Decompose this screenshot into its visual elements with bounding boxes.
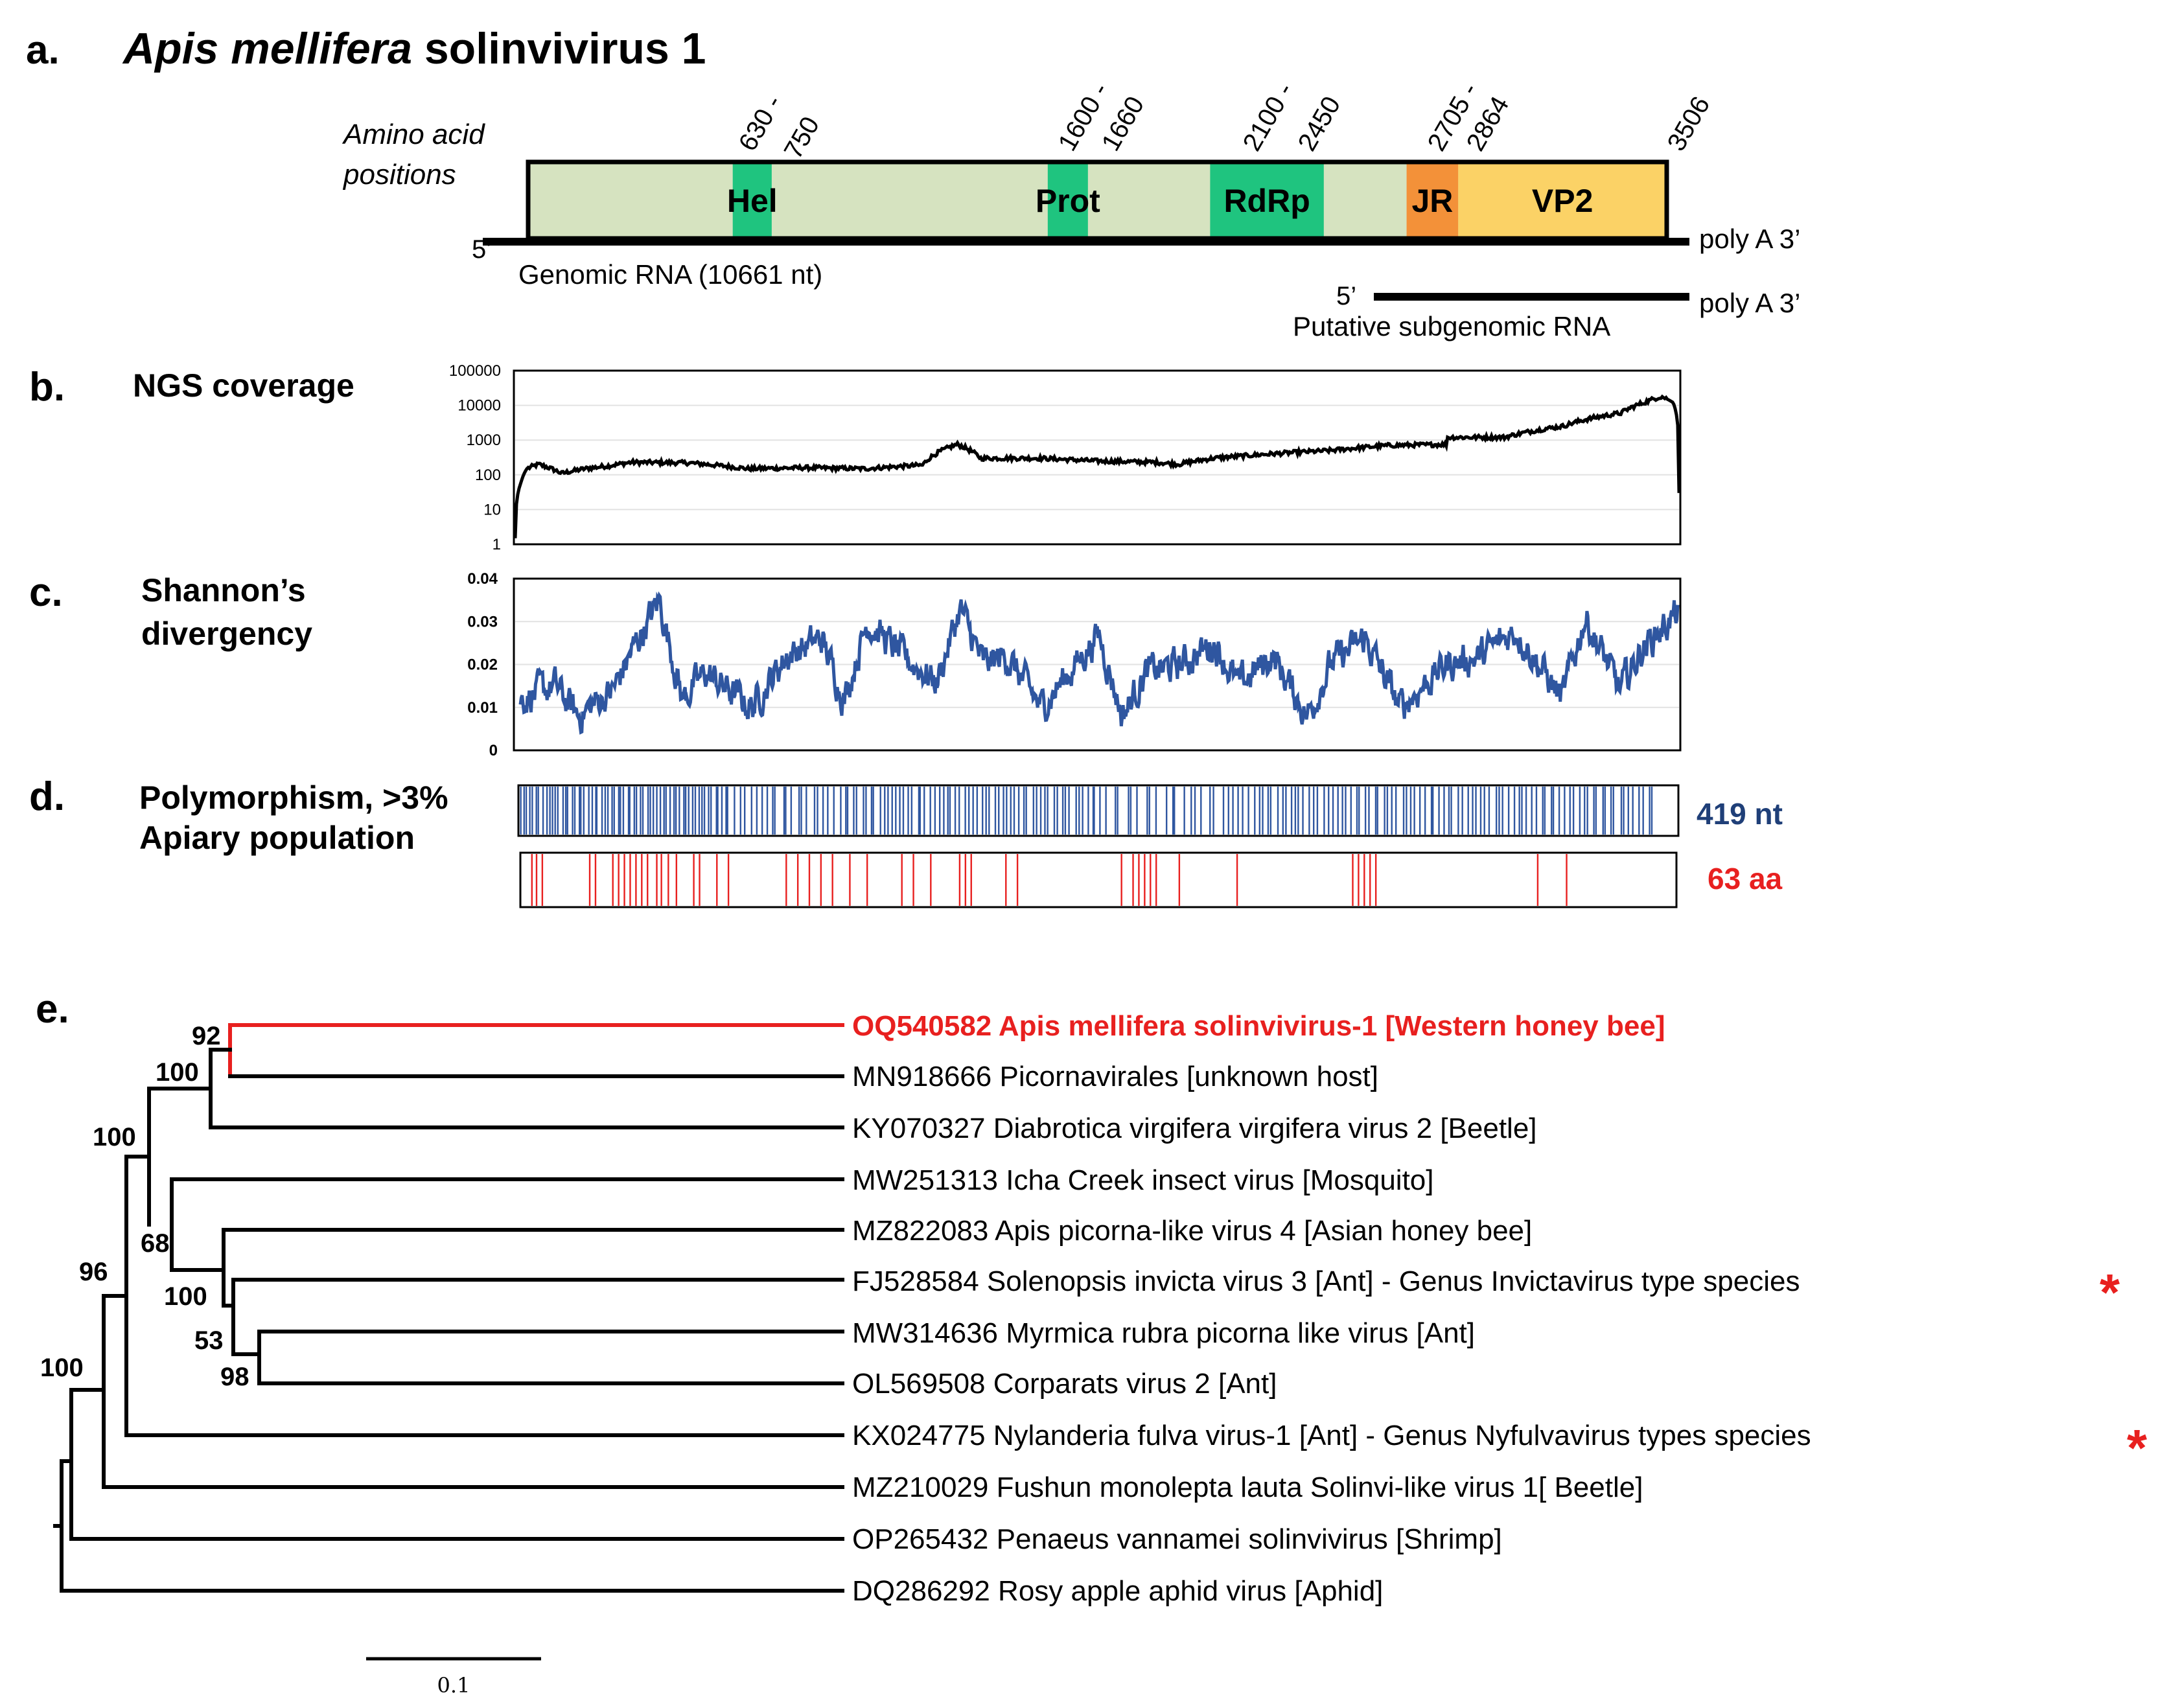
- nt-polymorphism-track: [520, 787, 1653, 835]
- sub-five-prime-label: 5’: [1336, 282, 1356, 310]
- domain-vp2-block: [1458, 162, 1667, 238]
- aa-positions-label-1: Amino acid: [342, 119, 485, 150]
- domain-jr-label: JR: [1411, 183, 1453, 219]
- position-label: 750: [779, 112, 825, 164]
- domain-prot-block: [1047, 162, 1088, 238]
- taxon-label: OP265432 Penaeus vannamei solinvivirus […: [852, 1523, 1502, 1555]
- taxon-label: DQ286292 Rosy apple aphid virus [Aphid]: [852, 1575, 1383, 1607]
- panel-a-label: a.: [26, 28, 60, 73]
- shannon-y-tick: 0.04: [467, 570, 498, 588]
- phylogenetic-tree: [53, 1023, 844, 1593]
- bootstrap-value: 96: [79, 1258, 108, 1286]
- shannon-y-tick: 0.01: [467, 699, 498, 717]
- taxon-label: FJ528584 Solenopsis invicta virus 3 [Ant…: [852, 1265, 1800, 1297]
- taxon-label: KX024775 Nylanderia fulva virus-1 [Ant] …: [852, 1420, 1811, 1451]
- panel-b-label: b.: [29, 365, 65, 410]
- coverage-y-tick: 1000: [467, 432, 501, 449]
- bootstrap-value: 53: [194, 1326, 224, 1355]
- aa-polymorphism-track: [531, 854, 1568, 906]
- domain-rdrp-label: RdRp: [1223, 183, 1310, 219]
- shannon-y-tick: 0.02: [467, 656, 498, 674]
- taxon-label: OL569508 Corparats virus 2 [Ant]: [852, 1368, 1277, 1400]
- nt-count-label: 419 nt: [1697, 797, 1783, 831]
- panel-c-title-1: Shannon’s: [141, 572, 306, 608]
- panel-b-title: NGS coverage: [133, 367, 354, 404]
- panel-a-title: Apis mellifera solinvivirus 1: [122, 24, 706, 73]
- taxon-label-highlight: OQ540582 Apis mellifera solinvivirus-1 […: [852, 1010, 1665, 1042]
- shannon-y-ticks: 0.04 0.03 0.02 0.01 0: [467, 570, 498, 759]
- position-label: 3506: [1662, 91, 1716, 156]
- panel-d-title-1: Polymorphism, >3%: [139, 779, 448, 816]
- panel-c-title-2: divergency: [141, 616, 312, 652]
- panel-d-label: d.: [29, 774, 65, 819]
- taxon-label: MN918666 Picornavirales [unknown host]: [852, 1061, 1378, 1092]
- nt-track-frame: [517, 784, 1680, 837]
- domain-vp2-label: VP2: [1532, 183, 1593, 219]
- coverage-y-tick: 100000: [449, 362, 501, 380]
- bootstrap-value: 100: [40, 1354, 84, 1382]
- aa-count-label: 63 aa: [1708, 862, 1783, 895]
- domain-hel-block: [732, 162, 772, 238]
- type-species-star-icon: *: [2100, 1264, 2120, 1321]
- bootstrap-value: 98: [220, 1363, 249, 1391]
- panel-d-title-2: Apiary population: [139, 820, 415, 856]
- type-species-star-icon: *: [2127, 1419, 2148, 1477]
- position-label: 630 -: [734, 91, 788, 156]
- coverage-y-tick: 1: [492, 536, 501, 553]
- aa-track-frame: [519, 851, 1678, 908]
- coverage-y-tick: 100: [475, 467, 501, 484]
- poly-a-label: poly A 3’: [1699, 224, 1800, 254]
- taxon-label: MW314636 Myrmica rubra picorna like viru…: [852, 1317, 1475, 1349]
- shannon-gridlines: [515, 578, 1679, 751]
- shannon-y-tick: 0: [489, 742, 498, 759]
- bootstrap-value: 92: [192, 1022, 221, 1050]
- domain-layer: Hel Prot RdRp JR VP2: [727, 162, 1667, 238]
- coverage-y-tick: 10000: [458, 397, 501, 415]
- panel-a-title-italic: Apis mellifera: [122, 24, 412, 73]
- bootstrap-value: 100: [164, 1282, 207, 1311]
- coverage-line: [513, 394, 1681, 538]
- panel-c-label: c.: [29, 570, 63, 615]
- taxon-label: MZ822083 Apis picorna-like virus 4 [Asia…: [852, 1215, 1532, 1247]
- position-label: 2450: [1293, 91, 1347, 156]
- taxon-label: MZ210029 Fushun monolepta lauta Solinvi-…: [852, 1471, 1643, 1503]
- taxon-label: KY070327 Diabrotica virgifera virgifera …: [852, 1113, 1537, 1144]
- shannon-plot-frame: [513, 577, 1682, 752]
- bootstrap-value: 100: [156, 1058, 199, 1087]
- scale-bar-label: 0.1: [437, 1673, 470, 1698]
- domain-hel-label: Hel: [727, 183, 778, 219]
- shannon-y-tick: 0.03: [467, 613, 498, 630]
- coverage-y-tick: 10: [483, 501, 501, 518]
- bootstrap-value: 100: [93, 1123, 136, 1151]
- domain-jr-block: [1406, 162, 1459, 238]
- domain-rdrp-block: [1210, 162, 1324, 238]
- subgenomic-rna-label: Putative subgenomic RNA: [1293, 311, 1610, 341]
- coverage-y-ticks: 100000 10000 1000 100 10 1: [449, 362, 501, 553]
- coverage-plot-frame: [513, 369, 1682, 546]
- aa-positions-label-2: positions: [342, 159, 456, 190]
- taxon-label: MW251313 Icha Creek insect virus [Mosqui…: [852, 1164, 1434, 1196]
- domain-prot-label: Prot: [1036, 183, 1100, 219]
- panel-e-label: e.: [36, 987, 69, 1032]
- panel-a-title-rest: solinvivirus 1: [412, 24, 706, 73]
- bootstrap-value: 68: [141, 1229, 170, 1258]
- sub-poly-a-label: poly A 3’: [1699, 288, 1800, 318]
- genomic-rna-label: Genomic RNA (10661 nt): [518, 259, 822, 290]
- position-label: 2100 -: [1238, 78, 1299, 156]
- shannon-line: [518, 591, 1680, 735]
- five-prime-label: 5’: [472, 235, 492, 264]
